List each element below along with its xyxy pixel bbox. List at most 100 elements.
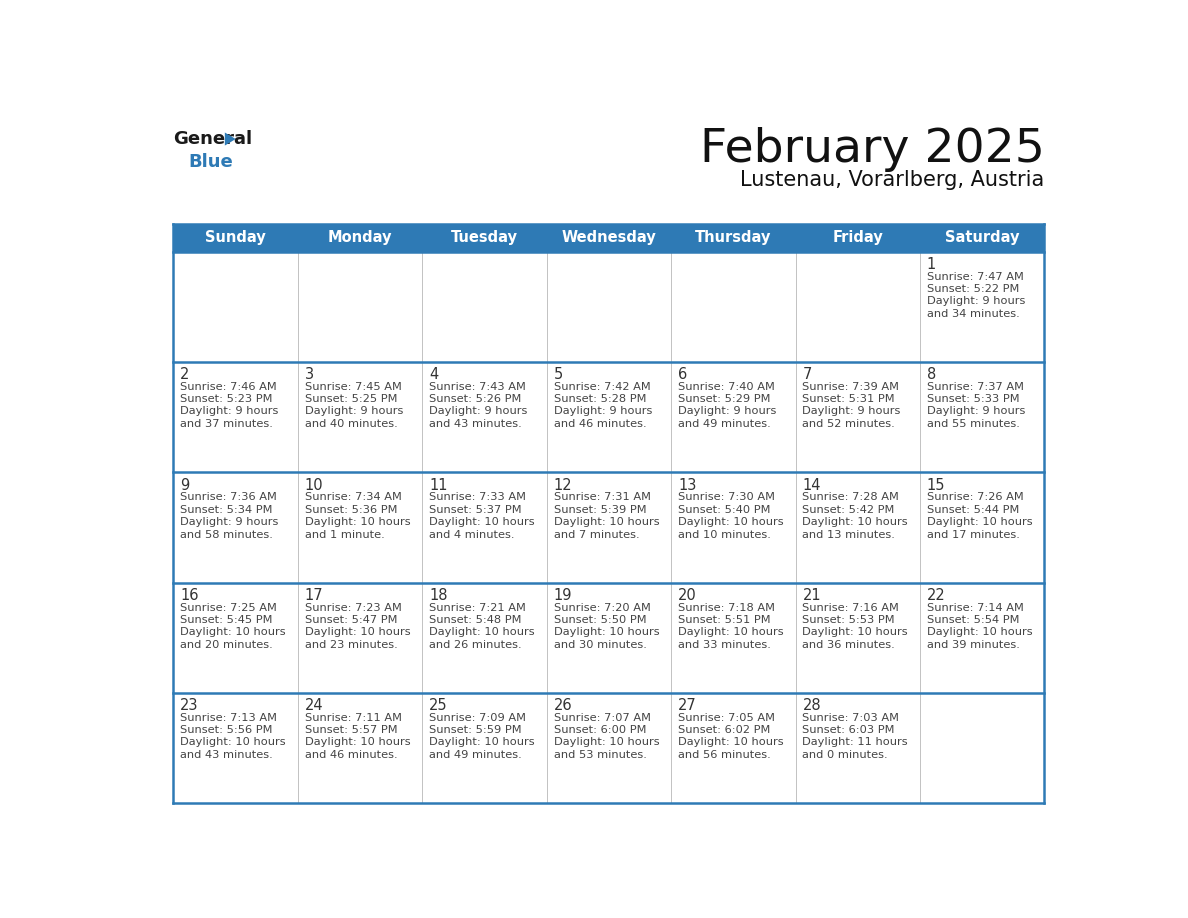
- Text: Daylight: 9 hours
and 52 minutes.: Daylight: 9 hours and 52 minutes.: [802, 407, 901, 430]
- Bar: [796, 693, 920, 803]
- Text: Sunset: 6:02 PM: Sunset: 6:02 PM: [678, 725, 771, 735]
- Text: Daylight: 10 hours
and 13 minutes.: Daylight: 10 hours and 13 minutes.: [802, 517, 908, 540]
- Text: Friday: Friday: [833, 230, 883, 245]
- Text: 21: 21: [802, 588, 821, 603]
- Bar: [920, 693, 1044, 803]
- Text: Sunrise: 7:42 AM: Sunrise: 7:42 AM: [554, 382, 650, 392]
- Text: Tuesday: Tuesday: [451, 230, 518, 245]
- Bar: [422, 362, 546, 473]
- Text: Daylight: 10 hours
and 26 minutes.: Daylight: 10 hours and 26 minutes.: [429, 627, 535, 650]
- Text: Sunrise: 7:40 AM: Sunrise: 7:40 AM: [678, 382, 775, 392]
- Text: Sunday: Sunday: [206, 230, 266, 245]
- Text: 7: 7: [802, 367, 811, 383]
- Text: 16: 16: [181, 588, 198, 603]
- Text: Sunrise: 7:34 AM: Sunrise: 7:34 AM: [304, 492, 402, 502]
- Text: February 2025: February 2025: [700, 127, 1044, 172]
- Text: 22: 22: [927, 588, 946, 603]
- Text: Sunset: 5:28 PM: Sunset: 5:28 PM: [554, 395, 646, 404]
- Text: Sunset: 5:23 PM: Sunset: 5:23 PM: [181, 395, 273, 404]
- Text: Sunset: 6:03 PM: Sunset: 6:03 PM: [802, 725, 895, 735]
- Text: Sunrise: 7:05 AM: Sunrise: 7:05 AM: [678, 713, 775, 722]
- Text: Daylight: 9 hours
and 55 minutes.: Daylight: 9 hours and 55 minutes.: [927, 407, 1025, 430]
- Text: 9: 9: [181, 477, 190, 493]
- Bar: [796, 252, 920, 362]
- Text: Sunrise: 7:07 AM: Sunrise: 7:07 AM: [554, 713, 651, 722]
- Text: Saturday: Saturday: [944, 230, 1019, 245]
- Text: Daylight: 10 hours
and 4 minutes.: Daylight: 10 hours and 4 minutes.: [429, 517, 535, 540]
- Text: Daylight: 9 hours
and 43 minutes.: Daylight: 9 hours and 43 minutes.: [429, 407, 527, 430]
- Text: 20: 20: [678, 588, 697, 603]
- Text: 3: 3: [304, 367, 314, 383]
- Bar: [298, 362, 422, 473]
- Bar: [173, 693, 298, 803]
- Bar: [920, 252, 1044, 362]
- Text: Sunrise: 7:28 AM: Sunrise: 7:28 AM: [802, 492, 899, 502]
- Text: Sunrise: 7:14 AM: Sunrise: 7:14 AM: [927, 602, 1024, 612]
- Text: Sunset: 5:57 PM: Sunset: 5:57 PM: [304, 725, 397, 735]
- Text: 18: 18: [429, 588, 448, 603]
- Text: 26: 26: [554, 699, 573, 713]
- Bar: [546, 252, 671, 362]
- Bar: [671, 252, 796, 362]
- Text: Sunset: 5:45 PM: Sunset: 5:45 PM: [181, 615, 273, 625]
- Bar: [671, 693, 796, 803]
- Text: Sunset: 5:31 PM: Sunset: 5:31 PM: [802, 395, 895, 404]
- Bar: [546, 362, 671, 473]
- Text: 10: 10: [304, 477, 323, 493]
- Text: Daylight: 10 hours
and 53 minutes.: Daylight: 10 hours and 53 minutes.: [554, 737, 659, 760]
- Text: Sunset: 5:34 PM: Sunset: 5:34 PM: [181, 505, 273, 515]
- Text: 6: 6: [678, 367, 688, 383]
- Text: Daylight: 9 hours
and 40 minutes.: Daylight: 9 hours and 40 minutes.: [304, 407, 403, 430]
- Text: Sunset: 5:25 PM: Sunset: 5:25 PM: [304, 395, 397, 404]
- Text: Sunrise: 7:23 AM: Sunrise: 7:23 AM: [304, 602, 402, 612]
- Text: 27: 27: [678, 699, 697, 713]
- Text: Sunset: 5:42 PM: Sunset: 5:42 PM: [802, 505, 895, 515]
- Bar: [920, 362, 1044, 473]
- Text: Daylight: 10 hours
and 46 minutes.: Daylight: 10 hours and 46 minutes.: [304, 737, 410, 760]
- Bar: [173, 224, 1044, 252]
- Text: Daylight: 10 hours
and 43 minutes.: Daylight: 10 hours and 43 minutes.: [181, 737, 286, 760]
- Text: Thursday: Thursday: [695, 230, 771, 245]
- Text: Wednesday: Wednesday: [562, 230, 656, 245]
- Text: Sunrise: 7:20 AM: Sunrise: 7:20 AM: [554, 602, 651, 612]
- Text: Daylight: 9 hours
and 34 minutes.: Daylight: 9 hours and 34 minutes.: [927, 297, 1025, 319]
- Text: General: General: [173, 130, 252, 148]
- Bar: [546, 583, 671, 693]
- Text: Sunrise: 7:18 AM: Sunrise: 7:18 AM: [678, 602, 775, 612]
- Bar: [422, 473, 546, 583]
- Text: Sunrise: 7:13 AM: Sunrise: 7:13 AM: [181, 713, 277, 722]
- Text: Sunset: 5:29 PM: Sunset: 5:29 PM: [678, 395, 771, 404]
- Text: Sunset: 6:00 PM: Sunset: 6:00 PM: [554, 725, 646, 735]
- Text: Sunrise: 7:16 AM: Sunrise: 7:16 AM: [802, 602, 899, 612]
- Text: Daylight: 9 hours
and 58 minutes.: Daylight: 9 hours and 58 minutes.: [181, 517, 279, 540]
- Text: Sunrise: 7:25 AM: Sunrise: 7:25 AM: [181, 602, 277, 612]
- Text: Daylight: 9 hours
and 37 minutes.: Daylight: 9 hours and 37 minutes.: [181, 407, 279, 430]
- Text: Sunset: 5:39 PM: Sunset: 5:39 PM: [554, 505, 646, 515]
- Text: Daylight: 10 hours
and 7 minutes.: Daylight: 10 hours and 7 minutes.: [554, 517, 659, 540]
- Bar: [671, 583, 796, 693]
- Text: 14: 14: [802, 477, 821, 493]
- Text: 1: 1: [927, 257, 936, 273]
- Text: 19: 19: [554, 588, 573, 603]
- Text: Sunset: 5:51 PM: Sunset: 5:51 PM: [678, 615, 771, 625]
- Text: Daylight: 10 hours
and 30 minutes.: Daylight: 10 hours and 30 minutes.: [554, 627, 659, 650]
- Bar: [173, 583, 298, 693]
- Text: 8: 8: [927, 367, 936, 383]
- Text: Daylight: 10 hours
and 56 minutes.: Daylight: 10 hours and 56 minutes.: [678, 737, 784, 760]
- Bar: [796, 473, 920, 583]
- Text: Sunset: 5:53 PM: Sunset: 5:53 PM: [802, 615, 895, 625]
- Text: Sunset: 5:22 PM: Sunset: 5:22 PM: [927, 284, 1019, 294]
- Text: Daylight: 10 hours
and 33 minutes.: Daylight: 10 hours and 33 minutes.: [678, 627, 784, 650]
- Text: Monday: Monday: [328, 230, 392, 245]
- Text: Sunset: 5:59 PM: Sunset: 5:59 PM: [429, 725, 522, 735]
- Bar: [298, 693, 422, 803]
- Text: Daylight: 10 hours
and 10 minutes.: Daylight: 10 hours and 10 minutes.: [678, 517, 784, 540]
- Text: 4: 4: [429, 367, 438, 383]
- Text: Daylight: 9 hours
and 49 minutes.: Daylight: 9 hours and 49 minutes.: [678, 407, 777, 430]
- Bar: [173, 473, 298, 583]
- Text: Sunset: 5:54 PM: Sunset: 5:54 PM: [927, 615, 1019, 625]
- Text: Sunrise: 7:11 AM: Sunrise: 7:11 AM: [304, 713, 402, 722]
- Text: Daylight: 10 hours
and 1 minute.: Daylight: 10 hours and 1 minute.: [304, 517, 410, 540]
- Text: 15: 15: [927, 477, 946, 493]
- Bar: [298, 473, 422, 583]
